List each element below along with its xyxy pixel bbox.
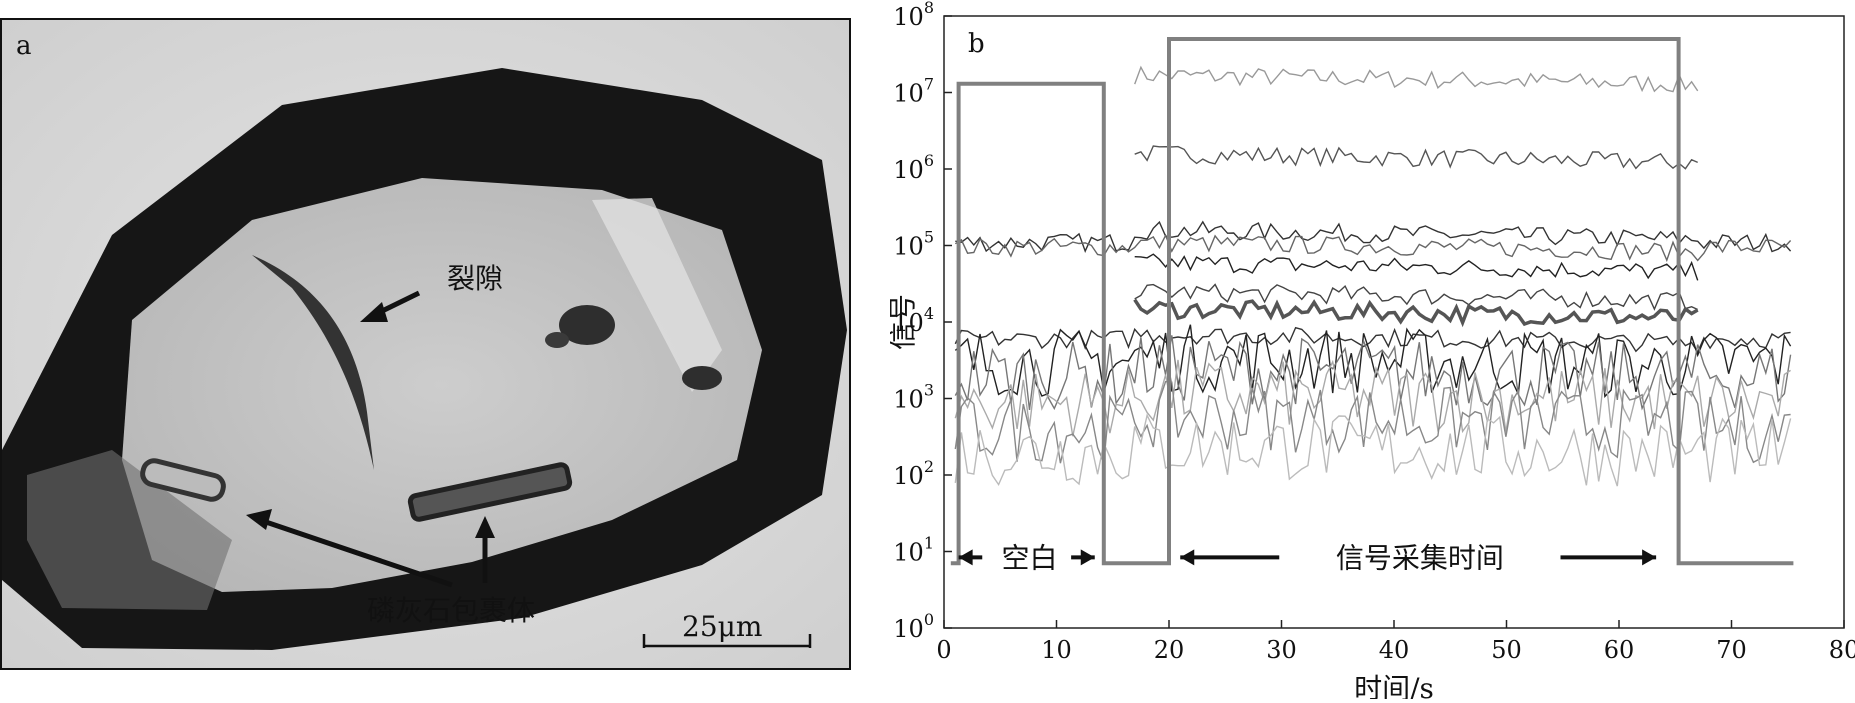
y-tick-label: 108 (893, 0, 934, 31)
signal-series-line (1134, 283, 1698, 311)
y-axis: 100 101 102 103 104 105 106 107 108 (893, 0, 952, 643)
y-tick-label: 101 (893, 534, 934, 567)
x-tick-label: 40 (1379, 636, 1410, 664)
y-axis-label: 信号 (890, 294, 919, 350)
x-axis-label: 时间/s (1354, 672, 1434, 699)
y-tick-label: 107 (893, 75, 934, 108)
apatite-inclusion-label: 磷灰石包裹体 (367, 594, 535, 627)
scale-bar-label: 25μm (682, 610, 762, 643)
fracture-label: 裂隙 (447, 262, 503, 295)
arrow-inclusion-small (246, 509, 453, 588)
x-tick-label: 50 (1491, 636, 1522, 664)
signal-series-line (954, 324, 1792, 398)
window-layer (950, 37, 1794, 566)
panel-b-label: b (968, 29, 985, 59)
x-tick-label: 10 (1041, 636, 1072, 664)
y-tick-label: 103 (893, 381, 934, 414)
y-tick-label: 106 (893, 151, 934, 184)
y-tick-label: 102 (893, 457, 934, 490)
signal-series-line (954, 413, 1792, 487)
blank-label: 空白 (1001, 541, 1057, 574)
signal-series-line (1134, 253, 1699, 281)
y-tick-label: 104 (893, 304, 934, 337)
signal-series-line (954, 380, 1791, 464)
y-tick-label: 100 (893, 610, 934, 643)
signal-series-line (955, 220, 1792, 253)
x-tick-label: 70 (1716, 636, 1747, 664)
signal-chart-panel: 0 10 20 30 40 50 60 70 80 100 101 102 103 104 105 106 1… (886, 0, 1855, 703)
acquisition-label: 信号采集时间 (1336, 541, 1504, 574)
arrow-head (1080, 549, 1095, 566)
signal-series-line (1134, 65, 1699, 93)
arrow-fracture (360, 290, 421, 322)
y-tick-label: 105 (893, 228, 934, 261)
x-tick-label: 20 (1154, 636, 1185, 664)
acquisition-window-line (950, 37, 1794, 566)
crystal-core (122, 178, 762, 592)
plot-frame (943, 15, 1845, 629)
signal-series-line (954, 233, 1792, 263)
arrow-inclusion-large (475, 516, 495, 583)
scale-bar (642, 634, 812, 648)
series-layer (954, 65, 1792, 487)
arrow-head (958, 549, 973, 566)
x-tick-label: 60 (1604, 636, 1635, 664)
fracture-line (252, 255, 374, 470)
signal-series-line (954, 359, 1791, 437)
zircon-image: a 裂隙 磷灰石包裹体 25μm (2, 20, 849, 668)
x-tick-label: 0 (936, 636, 951, 664)
annotation-layer (958, 549, 1657, 566)
signal-series-line (1133, 298, 1699, 328)
signal-chart: 0 10 20 30 40 50 60 70 80 1001011021031041051061… (886, 0, 1855, 703)
x-tick-label: 80 (1829, 636, 1855, 664)
apatite-inclusion-large (407, 462, 573, 522)
signal-series-line (1134, 145, 1698, 170)
zircon-micrograph: a 裂隙 磷灰石包裹体 25μm (0, 18, 851, 670)
x-axis: 0 10 20 30 40 50 60 70 80 (936, 620, 1855, 664)
x-tick-label: 30 (1266, 636, 1297, 664)
panel-a-label: a (16, 31, 32, 61)
arrow-head (1642, 549, 1657, 566)
signal-series-line (954, 326, 1791, 354)
apatite-inclusion-small (140, 458, 226, 502)
arrow-head (1180, 549, 1195, 566)
